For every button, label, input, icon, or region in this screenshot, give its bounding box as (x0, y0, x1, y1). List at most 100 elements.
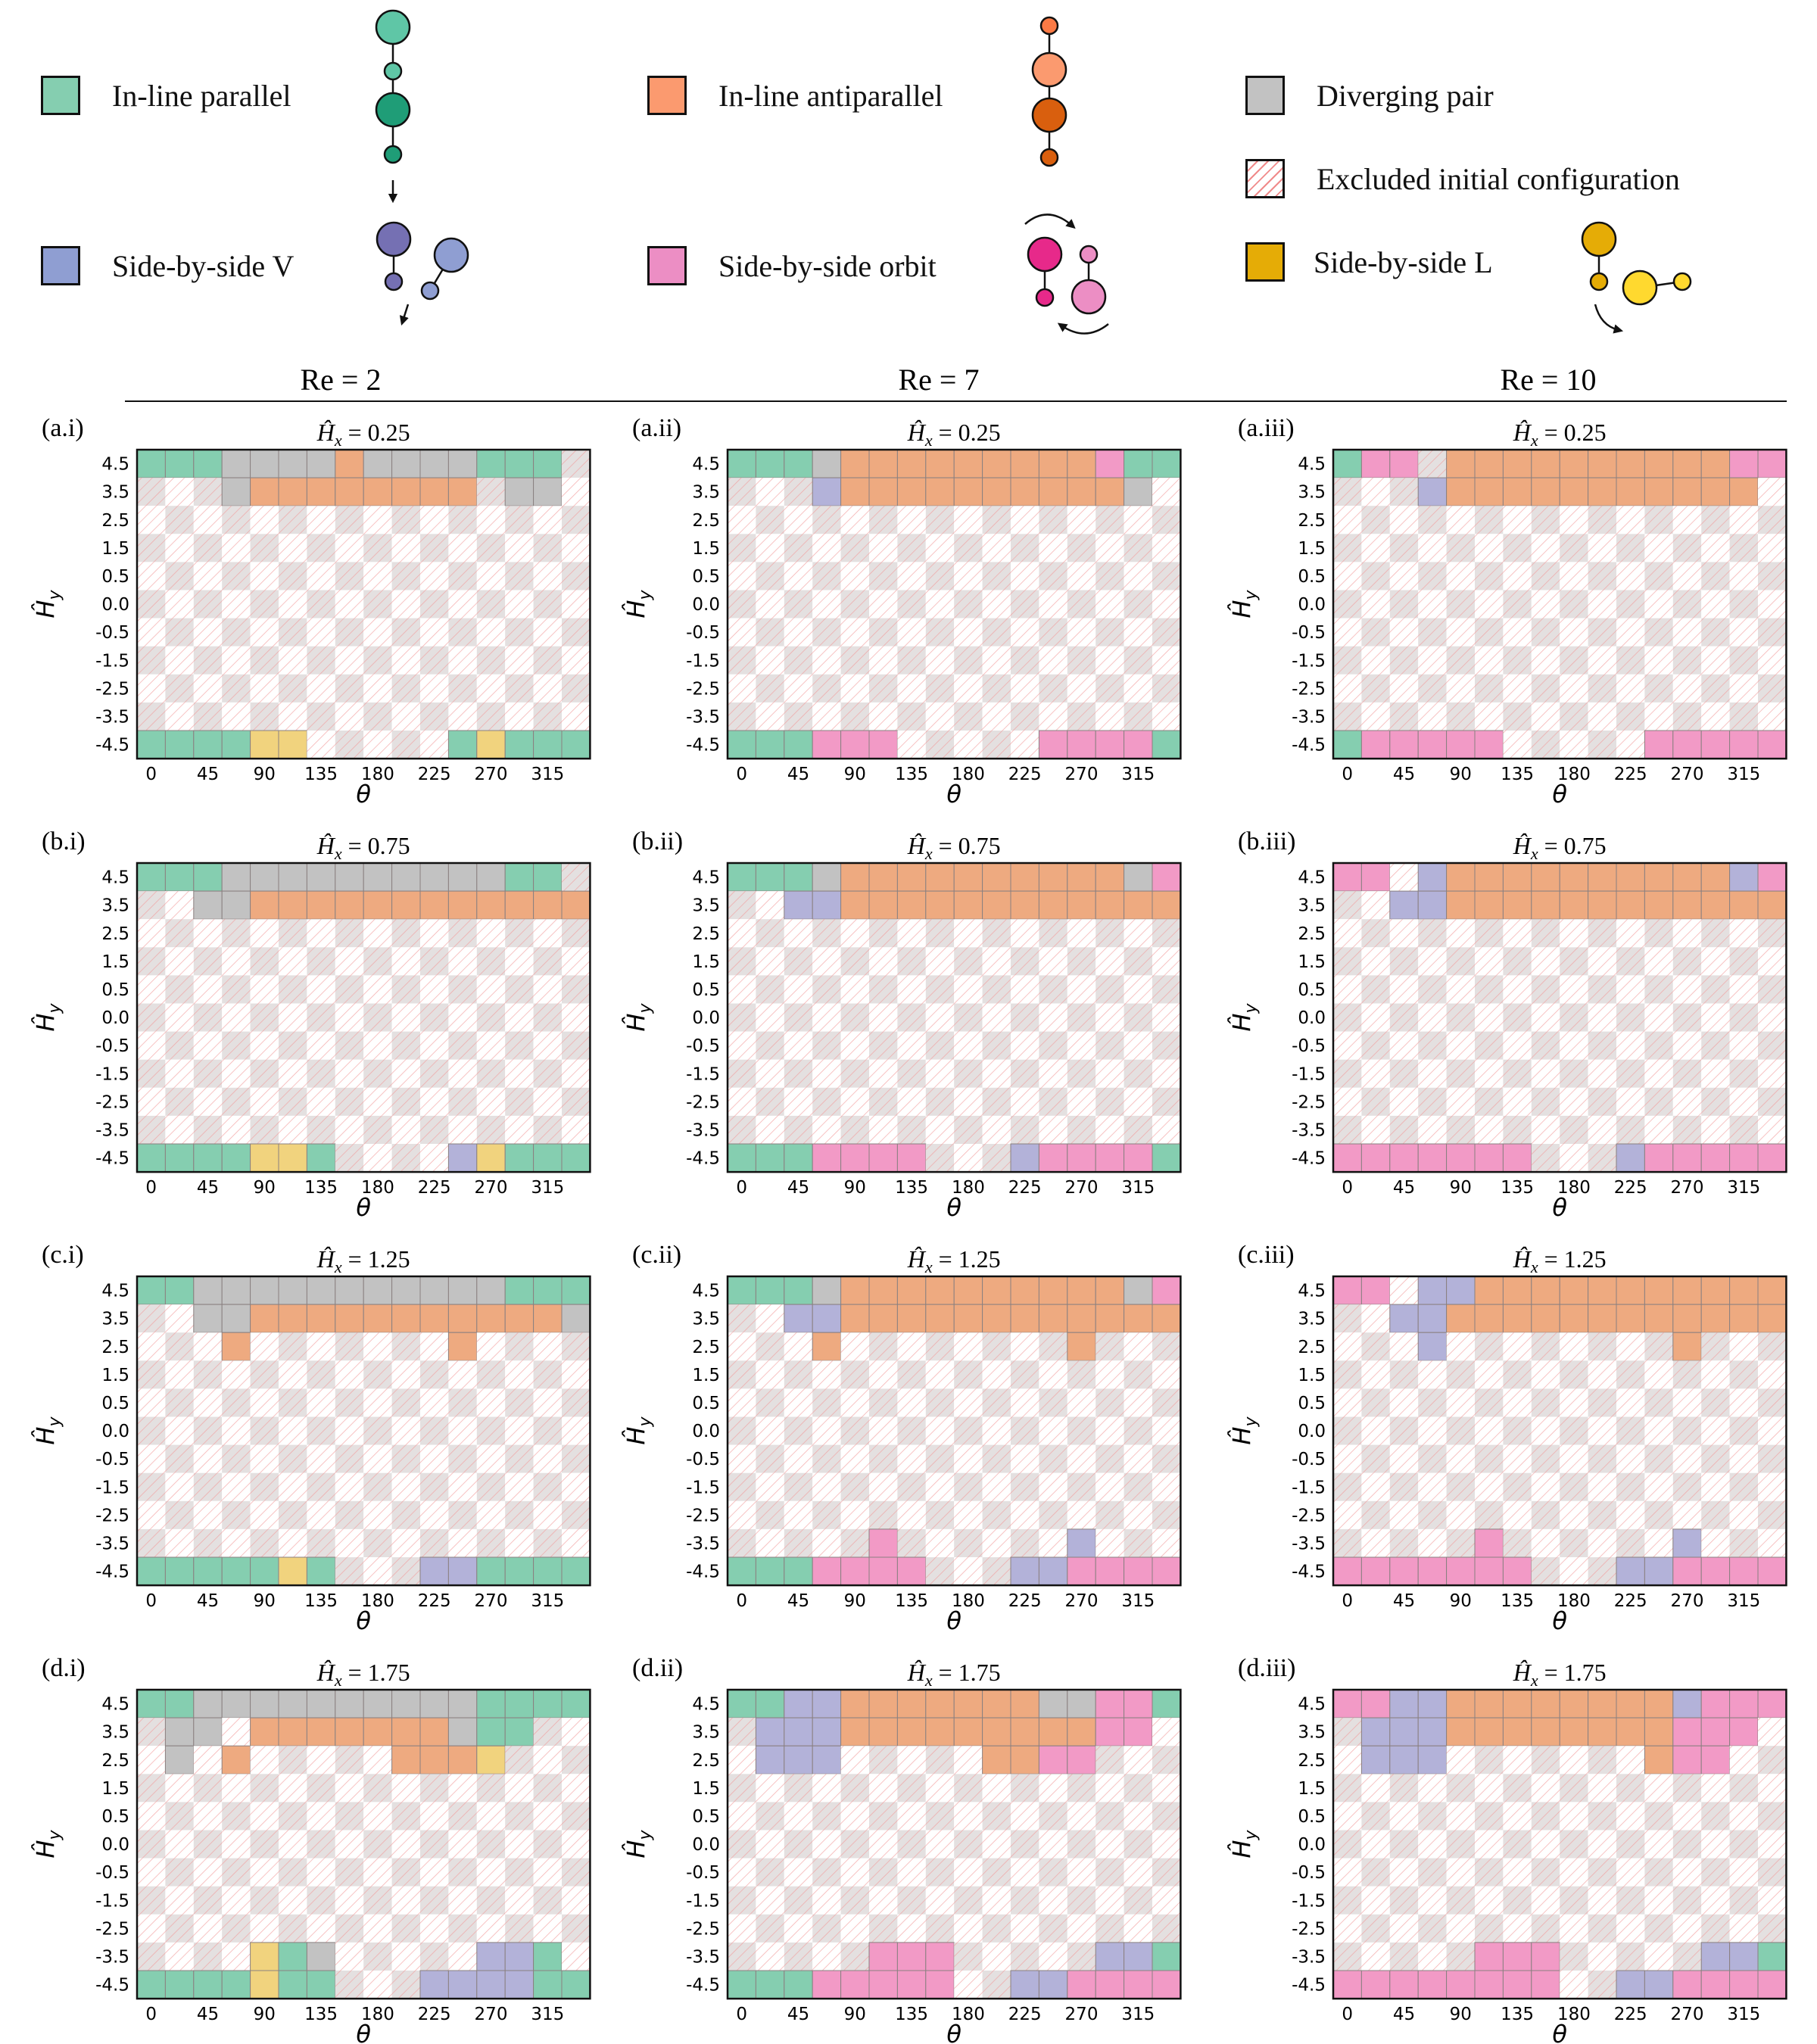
heatmap-cell-hatch (784, 1858, 813, 1887)
heatmap-cell (164, 862, 195, 892)
panel-title: Ĥx = 1.25 (316, 1245, 410, 1276)
heatmap-cell (840, 477, 870, 506)
y-tick-label: 0.0 (1298, 595, 1326, 615)
x-tick-label: 180 (361, 1178, 394, 1198)
heatmap-cell-hatch (363, 1031, 392, 1060)
heatmap-cell-hatch (448, 1500, 477, 1529)
heatmap-cell-hatch (1333, 1087, 1362, 1116)
heatmap-cell-hatch (1560, 702, 1588, 731)
heatmap-cell-hatch (982, 534, 1011, 562)
y-tick-label: 1.5 (1298, 952, 1326, 972)
heatmap-cell (868, 862, 898, 892)
heatmap-cell-hatch (193, 1115, 223, 1144)
heatmap-cell-hatch (335, 1774, 364, 1803)
heatmap-cell-hatch (1729, 1087, 1758, 1116)
heatmap-cell-hatch (335, 1087, 364, 1116)
heatmap-cell-hatch (1389, 947, 1419, 976)
heatmap-cell-hatch (1361, 1444, 1390, 1473)
heatmap-cell (1531, 1304, 1560, 1333)
heatmap-cell-hatch (1616, 646, 1645, 675)
heatmap-cell (164, 730, 195, 759)
heatmap-cell-hatch (1039, 1472, 1067, 1501)
heatmap-cell-hatch (1152, 702, 1181, 731)
heatmap-cell-hatch (335, 562, 364, 590)
heatmap-cell-hatch (1152, 1003, 1181, 1032)
heatmap-cell-hatch (1011, 1472, 1039, 1501)
heatmap-cell-hatch (869, 1886, 898, 1915)
heatmap-cell (755, 1970, 785, 1999)
heatmap-cell-hatch (193, 1942, 223, 1971)
heatmap-cell (221, 1745, 251, 1774)
x-tick-label: 270 (1065, 765, 1099, 784)
heatmap-cell-hatch (784, 534, 813, 562)
heatmap-cell-hatch (925, 1031, 955, 1060)
heatmap-cell-hatch (1124, 919, 1152, 948)
heatmap-cell-hatch (784, 1774, 813, 1803)
heatmap-cell-hatch (1389, 1360, 1419, 1389)
heatmap-cell (1010, 1689, 1039, 1718)
heatmap-cell-hatch (1039, 1416, 1067, 1445)
heatmap-cell-hatch (1560, 1746, 1588, 1774)
heatmap-cell-hatch (756, 1087, 784, 1116)
legend-swatch-excluded (1245, 159, 1285, 198)
heatmap-cell-hatch (869, 1830, 898, 1859)
heatmap-cell (1559, 477, 1589, 506)
heatmap-cell (1644, 1304, 1674, 1333)
heatmap-cell-hatch (250, 1802, 279, 1831)
heatmap-cell-hatch (1644, 1332, 1673, 1361)
heatmap-cell (419, 1717, 449, 1746)
heatmap-cell (250, 1970, 279, 1999)
heatmap-cell-hatch (982, 1416, 1011, 1445)
heatmap-cell-hatch (869, 1858, 898, 1887)
heatmap-cell-hatch (925, 1746, 955, 1774)
heatmap-cell-hatch (1124, 1360, 1152, 1389)
heatmap-cell (1616, 449, 1645, 478)
heatmap-cell-hatch (1124, 1059, 1152, 1088)
heatmap-cell-hatch (562, 1830, 591, 1859)
heatmap-cell (982, 477, 1011, 506)
y-tick-label: 1.5 (101, 539, 129, 559)
heatmap-cell-hatch (420, 1500, 449, 1529)
heatmap-cell-hatch (505, 1416, 534, 1445)
y-tick-label: -4.5 (95, 736, 129, 756)
heatmap-cell-hatch (1475, 975, 1504, 1004)
heatmap-cell-hatch (954, 1802, 983, 1831)
heatmap-cell (896, 862, 927, 892)
heatmap-cell-hatch (728, 1059, 756, 1088)
heatmap-cell-hatch (954, 1557, 983, 1586)
heatmap-cell-hatch (728, 674, 756, 703)
heatmap-cell-hatch (1446, 1830, 1475, 1859)
heatmap-cell-hatch (1701, 1774, 1730, 1803)
heatmap-cell (335, 449, 364, 478)
heatmap-cell (1038, 1276, 1068, 1305)
heatmap-cell-hatch (562, 1802, 591, 1831)
heatmap-cell-hatch (1152, 674, 1181, 703)
heatmap-cell-hatch (165, 1087, 194, 1116)
heatmap-cell (755, 1276, 785, 1305)
heatmap-cell-hatch (420, 1858, 449, 1887)
heatmap-cell-hatch (812, 534, 841, 562)
heatmap-cell-hatch (1389, 1031, 1419, 1060)
heatmap-cell (812, 1143, 842, 1173)
heatmap-cell-hatch (897, 702, 926, 731)
heatmap-cell-hatch (250, 1830, 279, 1859)
heatmap-cell (1644, 1276, 1674, 1305)
heatmap-cell-hatch (1729, 1059, 1758, 1088)
heatmap-cell (784, 1970, 813, 1999)
heatmap-cell-hatch (562, 618, 591, 647)
heatmap-cell-hatch (1389, 1830, 1419, 1859)
heatmap-cell-hatch (165, 506, 194, 534)
heatmap-cell-hatch (1124, 1914, 1152, 1943)
heatmap-cell (1474, 449, 1504, 478)
heatmap-cell-hatch (1531, 702, 1560, 731)
heatmap-cell-hatch (897, 1830, 926, 1859)
heatmap-cell-hatch (448, 702, 477, 731)
heatmap-cell-hatch (1446, 618, 1475, 647)
heatmap-cell (1360, 1276, 1391, 1305)
heatmap-cell-hatch (756, 590, 784, 618)
heatmap-cell (1446, 862, 1476, 892)
heatmap-cell-hatch (476, 1031, 506, 1060)
heatmap-cell (1474, 1143, 1504, 1173)
y-tick-label: 4.5 (101, 868, 129, 888)
heatmap-cell-hatch (391, 731, 420, 759)
